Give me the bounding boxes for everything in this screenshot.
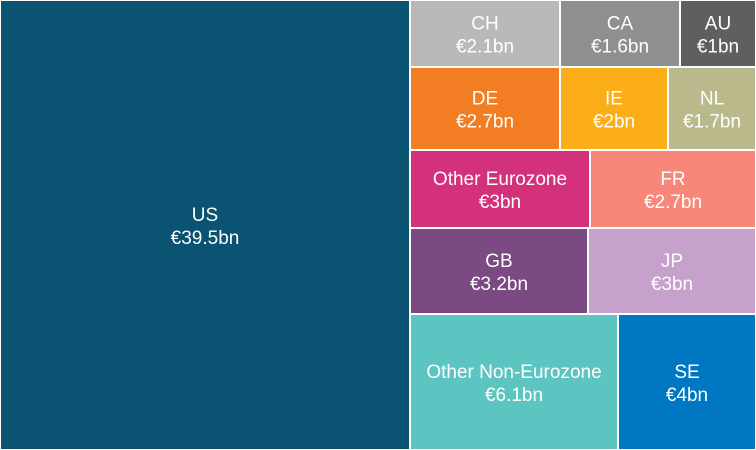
tile-value-ie: €2bn	[593, 112, 635, 133]
tile-rect-us	[1, 1, 409, 449]
tile-name-ca: CA	[607, 14, 634, 35]
tile-rect-fr	[591, 151, 755, 227]
tile-name-other-eurozone: Other Eurozone	[433, 169, 567, 190]
tile-name-nl: NL	[700, 89, 724, 110]
tile-jp: JP€3bn	[589, 229, 755, 313]
tile-us: US€39.5bn	[1, 1, 409, 449]
tile-name-de: DE	[472, 89, 498, 110]
tile-name-ie: IE	[605, 89, 623, 110]
tile-rect-other-non-eurozone	[411, 315, 617, 449]
tile-ie: IE€2bn	[561, 68, 667, 149]
tile-name-other-non-eurozone: Other Non-Eurozone	[426, 362, 601, 383]
tile-rect-gb	[411, 229, 587, 313]
tile-name-us: US	[192, 205, 218, 226]
tile-name-fr: FR	[660, 169, 685, 190]
tile-rect-ca	[561, 1, 679, 66]
tile-fr: FR€2.7bn	[591, 151, 755, 227]
tile-se: SE€4bn	[619, 315, 755, 449]
tile-rect-jp	[589, 229, 755, 313]
tile-value-other-non-eurozone: €6.1bn	[485, 385, 543, 406]
tile-value-fr: €2.7bn	[644, 192, 702, 213]
tile-rect-nl	[669, 68, 755, 149]
tile-nl: NL€1.7bn	[669, 68, 755, 149]
tile-value-jp: €3bn	[651, 274, 693, 295]
tile-other-eurozone: Other Eurozone€3bn	[411, 151, 589, 227]
tile-de: DE€2.7bn	[411, 68, 559, 149]
tile-value-ch: €2.1bn	[456, 37, 514, 58]
tile-name-ch: CH	[471, 14, 498, 35]
tile-value-other-eurozone: €3bn	[479, 192, 521, 213]
tile-rect-de	[411, 68, 559, 149]
tile-rect-au	[681, 1, 755, 66]
tile-name-gb: GB	[485, 251, 512, 272]
tile-ca: CA€1.6bn	[561, 1, 679, 66]
tile-value-ca: €1.6bn	[591, 37, 649, 58]
tile-name-au: AU	[705, 14, 731, 35]
tile-ch: CH€2.1bn	[411, 1, 559, 66]
tile-au: AU€1bn	[681, 1, 755, 66]
tile-gb: GB€3.2bn	[411, 229, 587, 313]
tile-value-au: €1bn	[697, 37, 739, 58]
tile-rect-ch	[411, 1, 559, 66]
tile-rect-se	[619, 315, 755, 449]
tile-value-us: €39.5bn	[171, 228, 240, 249]
tile-other-non-eurozone: Other Non-Eurozone€6.1bn	[411, 315, 617, 449]
tile-value-nl: €1.7bn	[683, 112, 741, 133]
tile-value-gb: €3.2bn	[470, 274, 528, 295]
tile-name-jp: JP	[661, 251, 683, 272]
tile-rect-ie	[561, 68, 667, 149]
tile-rect-other-eurozone	[411, 151, 589, 227]
tile-value-de: €2.7bn	[456, 112, 514, 133]
tile-value-se: €4bn	[666, 385, 708, 406]
tile-name-se: SE	[674, 362, 699, 383]
